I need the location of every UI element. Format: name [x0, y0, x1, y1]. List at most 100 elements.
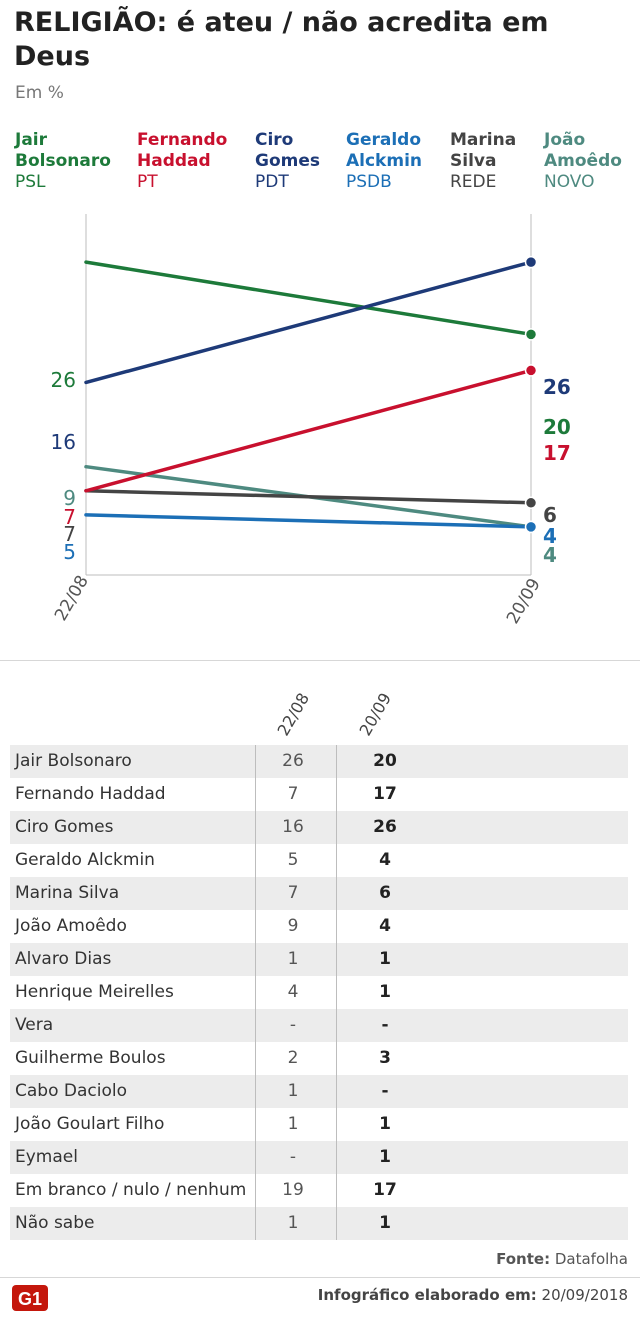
chart-subtitle: Em % — [15, 83, 64, 103]
row-name: Ciro Gomes — [15, 817, 114, 837]
table-row: Geraldo Alckmin 5 4 — [10, 844, 628, 877]
start-value-label: 7 — [63, 505, 76, 529]
end-value-label: 20 — [543, 415, 571, 439]
row-name: Fernando Haddad — [15, 784, 166, 804]
legend-item-psdb: Geraldo Alckmin PSDB — [346, 130, 422, 193]
row-value-22-08: 19 — [282, 1180, 304, 1200]
series-line-4 — [84, 489, 533, 505]
legend-candidate-name: Marina Silva — [450, 130, 517, 171]
row-value-20-09: 1 — [379, 1114, 391, 1134]
legend-item-rede: Marina Silva REDE — [450, 130, 516, 193]
legend-item-novo: João Amoêdo NOVO — [544, 130, 622, 193]
row-name: João Goulart Filho — [15, 1114, 165, 1134]
row-value-20-09: 4 — [379, 916, 391, 936]
series-end-point-4 — [524, 496, 538, 510]
source-label: Fonte: — [496, 1250, 551, 1268]
row-value-22-08: - — [289, 1015, 297, 1035]
legend-candidate-name: Ciro Gomes — [255, 130, 320, 171]
table-row: Vera - - — [10, 1009, 628, 1042]
start-value-label: 9 — [63, 486, 76, 510]
end-value-label: 26 — [543, 375, 571, 399]
end-value-label: 17 — [543, 441, 571, 465]
row-name: Em branco / nulo / nenhum — [15, 1180, 247, 1200]
row-value-22-08: 26 — [282, 751, 304, 771]
chart-title: RELIGIÃO: é ateu / não acredita em Deus — [14, 7, 549, 72]
series-end-point-2 — [524, 255, 538, 269]
row-value-20-09: 1 — [379, 1213, 391, 1233]
legend-candidate-name: João Amoêdo — [544, 130, 622, 171]
row-value-20-09: 17 — [373, 784, 397, 804]
row-name: Alvaro Dias — [15, 949, 112, 969]
source-value: Datafolha — [554, 1250, 628, 1268]
row-value-22-08: 1 — [287, 1081, 299, 1101]
table-row: Em branco / nulo / nenhum 19 17 — [10, 1174, 628, 1207]
table-row: João Goulart Filho 1 1 — [10, 1108, 628, 1141]
row-value-22-08: 1 — [287, 949, 299, 969]
g1-logo: G1 — [12, 1285, 48, 1311]
svg-text:G1: G1 — [18, 1289, 42, 1309]
series-line-2 — [84, 260, 533, 385]
row-value-22-08: 7 — [287, 784, 299, 804]
row-value-20-09: - — [381, 1015, 389, 1035]
table-row: Guilherme Boulos 2 3 — [10, 1042, 628, 1075]
row-value-20-09: 1 — [379, 1147, 391, 1167]
series-line-1 — [84, 368, 533, 493]
row-value-20-09: 4 — [379, 850, 391, 870]
source-note: Fonte: Datafolha — [496, 1250, 628, 1268]
row-value-22-08: 2 — [287, 1048, 299, 1068]
column-header: 22/08 — [273, 689, 314, 739]
column-header: 20/09 — [355, 689, 396, 739]
row-value-22-08: 1 — [287, 1114, 299, 1134]
row-value-22-08: 1 — [287, 1213, 299, 1233]
row-name: Cabo Daciolo — [15, 1081, 127, 1101]
table-row: Ciro Gomes 16 26 — [10, 811, 628, 844]
legend-candidate-name: Geraldo Alckmin — [346, 130, 423, 171]
x-tick-label: 20/09 — [503, 575, 545, 627]
end-value-label: 4 — [543, 543, 557, 567]
table-row: Alvaro Dias 1 1 — [10, 943, 628, 976]
legend-item-psl: Jair Bolsonaro PSL — [15, 130, 111, 193]
column-divider — [255, 745, 256, 1240]
row-name: João Amoêdo — [15, 916, 127, 936]
row-value-22-08: 16 — [282, 817, 304, 837]
row-name: Eymael — [15, 1147, 78, 1167]
legend-party-name: PSL — [15, 172, 46, 192]
legend-party-name: PT — [137, 172, 158, 192]
row-name: Vera — [15, 1015, 54, 1035]
footer-credit: Infográfico elaborado em: 20/09/2018 — [318, 1286, 628, 1304]
row-value-20-09: - — [381, 1081, 389, 1101]
legend-party-name: PSDB — [346, 172, 392, 192]
legend-party-name: NOVO — [544, 172, 595, 192]
series-end-point-0 — [524, 328, 538, 341]
footer-divider — [0, 1277, 640, 1278]
row-value-22-08: 4 — [287, 982, 299, 1002]
start-value-label: 5 — [63, 540, 76, 564]
row-value-22-08: 7 — [287, 883, 299, 903]
section-divider — [0, 660, 640, 661]
row-value-20-09: 6 — [379, 883, 391, 903]
legend-party-name: REDE — [450, 172, 497, 192]
series-end-point-1 — [524, 364, 538, 377]
row-name: Jair Bolsonaro — [15, 751, 132, 771]
footer-label: Infográfico elaborado em: — [317, 1286, 537, 1304]
end-value-label: 4 — [543, 524, 557, 548]
row-value-22-08: - — [289, 1147, 297, 1167]
table-row: Não sabe 1 1 — [10, 1207, 628, 1240]
row-value-20-09: 1 — [379, 949, 391, 969]
legend-candidate-name: Jair Bolsonaro — [15, 130, 111, 171]
row-value-20-09: 26 — [373, 817, 397, 837]
row-value-22-08: 9 — [287, 916, 299, 936]
row-value-20-09: 1 — [379, 982, 391, 1002]
start-value-label: 26 — [51, 368, 76, 392]
table-row: Jair Bolsonaro 26 20 — [10, 745, 628, 778]
row-name: Henrique Meirelles — [15, 982, 174, 1002]
legend-party-name: PDT — [255, 172, 289, 192]
table-row: Fernando Haddad 7 17 — [10, 778, 628, 811]
start-value-label: 16 — [51, 430, 76, 454]
table-row: Cabo Daciolo 1 - — [10, 1075, 628, 1108]
x-tick-label: 22/08 — [51, 572, 93, 624]
row-value-20-09: 3 — [379, 1048, 391, 1068]
table-row: Henrique Meirelles 4 1 — [10, 976, 628, 1009]
footer-date: 20/09/2018 — [541, 1286, 628, 1304]
